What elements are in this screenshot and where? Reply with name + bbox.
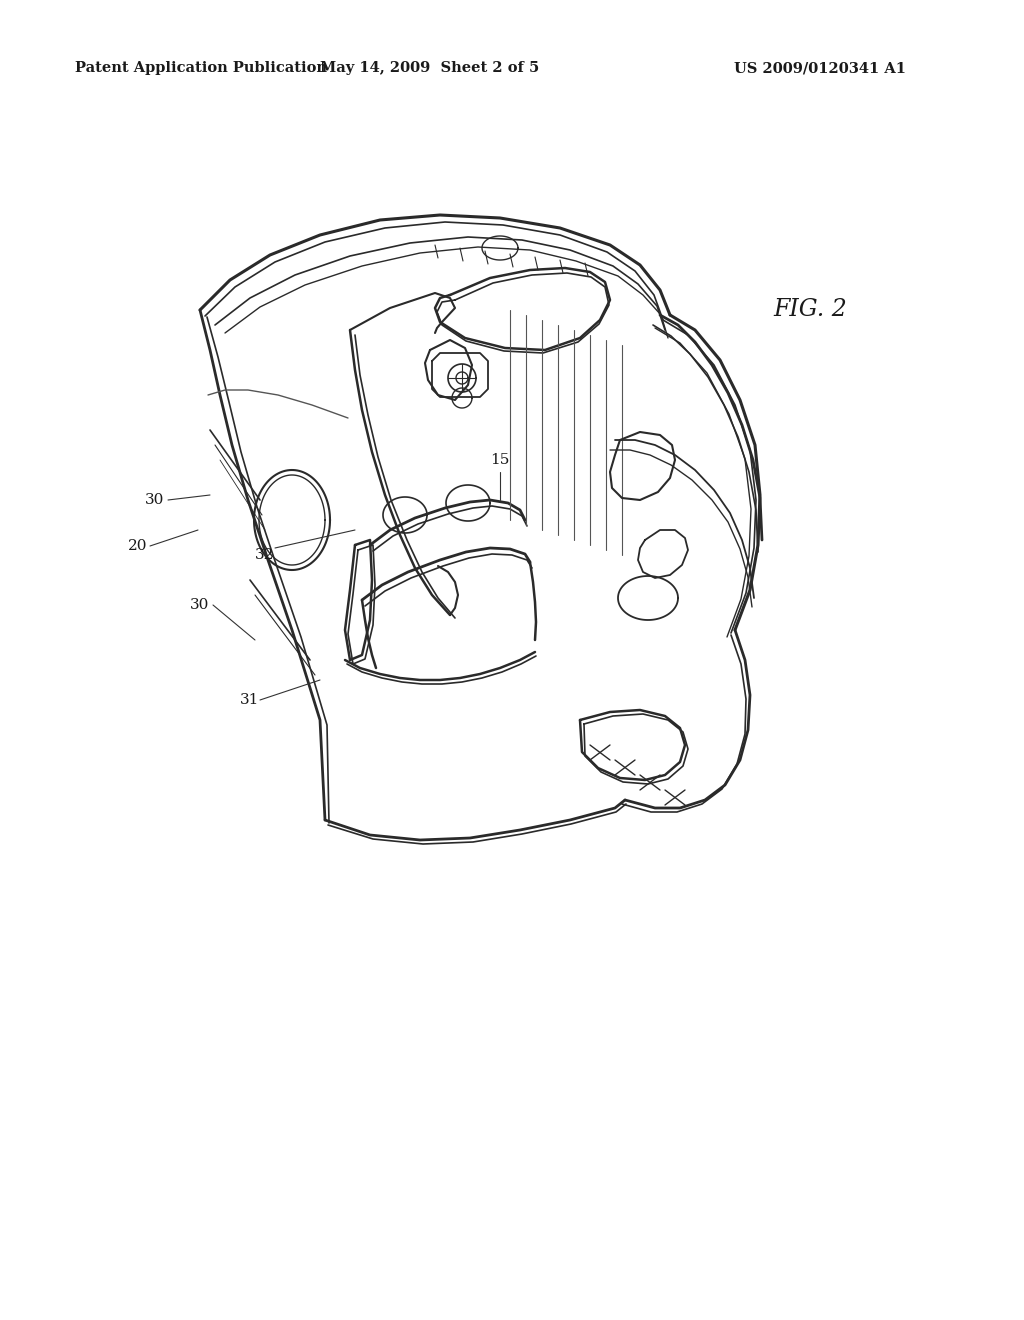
Text: 32: 32 bbox=[255, 548, 274, 562]
Text: 31: 31 bbox=[241, 693, 260, 708]
Text: May 14, 2009  Sheet 2 of 5: May 14, 2009 Sheet 2 of 5 bbox=[321, 61, 540, 75]
Text: 20: 20 bbox=[128, 539, 147, 553]
Text: 30: 30 bbox=[190, 598, 210, 612]
Text: Patent Application Publication: Patent Application Publication bbox=[75, 61, 327, 75]
Text: US 2009/0120341 A1: US 2009/0120341 A1 bbox=[734, 61, 906, 75]
Text: FIG. 2: FIG. 2 bbox=[773, 298, 847, 322]
Text: 15: 15 bbox=[490, 453, 510, 467]
Text: 30: 30 bbox=[145, 492, 165, 507]
